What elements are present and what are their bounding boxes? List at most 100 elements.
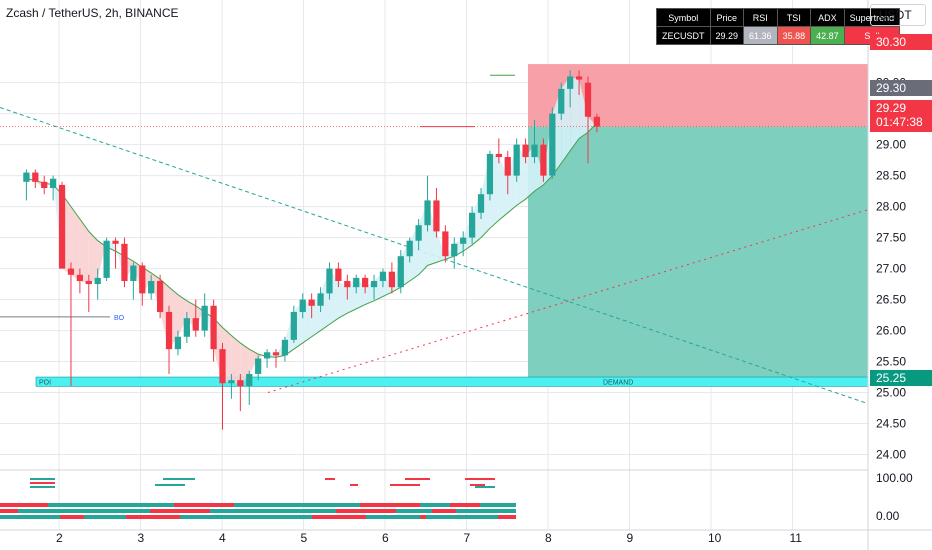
indicator-ribbon-cell — [420, 503, 426, 507]
candle-body — [379, 271, 387, 281]
indicator-ribbon-cell — [342, 503, 348, 507]
indicator-ribbon-cell — [294, 509, 300, 513]
indicator-ribbon-cell — [36, 515, 42, 519]
trend-cloud-segment — [231, 335, 241, 387]
candle-body — [451, 243, 458, 257]
indicator-ribbon-cell — [384, 503, 390, 507]
indicator-ribbon-cell — [294, 515, 300, 519]
indicator-ribbon-cell — [432, 515, 438, 519]
indicator-axis-label: 0.00 — [876, 509, 900, 523]
indicator-ribbon-cell — [204, 503, 210, 507]
candle-body — [549, 113, 556, 176]
indicator-ribbon-cell — [438, 515, 444, 519]
time-axis-label: 3 — [138, 531, 145, 545]
indicator-ribbon-cell — [6, 515, 12, 519]
indicator-ribbon-cell — [144, 515, 150, 519]
price-axis-label: 24.50 — [876, 417, 906, 431]
indicator-signal-dash — [475, 486, 495, 488]
indicator-ribbon-cell — [228, 503, 234, 507]
indicator-ribbon-cell — [174, 509, 180, 513]
indicator-ribbon-cell — [30, 509, 36, 513]
indicator-ribbon-cell — [456, 509, 462, 513]
candle-body — [567, 76, 574, 89]
price-axis-label: 25.00 — [876, 386, 906, 400]
indicator-ribbon-cell — [306, 503, 312, 507]
indicator-ribbon-cell — [456, 503, 462, 507]
indicator-ribbon-cell — [330, 509, 336, 513]
candle-body — [272, 352, 280, 356]
indicator-ribbon-cell — [492, 515, 498, 519]
indicator-ribbon-cell — [378, 509, 384, 513]
time-axis-label: 4 — [219, 531, 226, 545]
indicator-ribbon-cell — [54, 509, 60, 513]
indicator-ribbon-cell — [150, 515, 156, 519]
candle-body — [255, 358, 262, 374]
indicator-ribbon-cell — [462, 503, 468, 507]
candle-body — [477, 194, 485, 213]
indicator-ribbon-cell — [498, 515, 504, 519]
indicator-ribbon-cell — [306, 509, 312, 513]
candle-body — [94, 277, 101, 285]
indicator-ribbon-cell — [174, 503, 180, 507]
candle-body — [513, 144, 520, 176]
indicator-ribbon-cell — [270, 509, 276, 513]
candle-body — [103, 240, 110, 278]
chart-title: Zcash / TetherUS, 2h, BINANCE — [6, 6, 179, 20]
indicator-header-adx: ADX — [810, 8, 845, 27]
indicator-ribbon-cell — [18, 509, 24, 513]
indicator-ribbon-cell — [408, 509, 414, 513]
indicator-ribbon-cell — [258, 509, 264, 513]
indicator-ribbon-cell — [216, 515, 222, 519]
indicator-ribbon-cell — [222, 509, 228, 513]
indicator-ribbon-cell — [42, 509, 48, 513]
indicator-ribbon-cell — [462, 515, 468, 519]
indicator-ribbon-cell — [396, 509, 402, 513]
candle-body — [299, 299, 306, 312]
indicator-ribbon-cell — [216, 503, 222, 507]
indicator-ribbon-cell — [66, 509, 72, 513]
indicator-ribbon-cell — [60, 503, 66, 507]
indicator-ribbon-cell — [138, 515, 144, 519]
indicator-signal-dash — [350, 484, 358, 486]
candle-body — [362, 277, 369, 288]
candle-body — [504, 157, 511, 176]
indicator-ribbon-cell — [168, 509, 174, 513]
indicator-ribbon-cell — [156, 503, 162, 507]
candle-body — [486, 153, 494, 195]
candle-body — [85, 280, 92, 285]
indicator-ribbon-cell — [348, 503, 354, 507]
indicator-signal-dash — [465, 478, 495, 480]
indicator-ribbon-cell — [126, 503, 132, 507]
poi-label: POI — [39, 379, 51, 386]
indicator-ribbon-cell — [204, 509, 210, 513]
indicator-ribbon-cell — [252, 515, 258, 519]
trend-cloud-segment — [570, 76, 580, 151]
trend-cloud-segment — [587, 116, 597, 133]
indicator-signal-dash — [470, 484, 485, 486]
indicator-ribbon-cell — [444, 509, 450, 513]
candle-body — [468, 212, 476, 238]
indicator-ribbon-cell — [180, 503, 186, 507]
indicator-ribbon-cell — [126, 509, 132, 513]
indicator-ribbon-cell — [198, 503, 204, 507]
indicator-ribbon-cell — [282, 503, 288, 507]
indicator-ribbon-cell — [6, 509, 12, 513]
indicator-ribbon-cell — [336, 509, 342, 513]
candle-body — [290, 311, 297, 340]
indicator-ribbon-cell — [288, 515, 294, 519]
indicator-ribbon-cell — [162, 515, 168, 519]
indicator-ribbon-cell — [264, 503, 270, 507]
candle-body — [32, 172, 39, 182]
indicator-ribbon-cell — [210, 515, 216, 519]
indicator-ribbon-cell — [78, 503, 84, 507]
indicator-ribbon-cell — [270, 515, 276, 519]
target-price-tag: 25.25 — [870, 370, 932, 386]
indicator-ribbon-cell — [66, 503, 72, 507]
indicator-ribbon-cell — [342, 509, 348, 513]
indicator-ribbon-cell — [210, 503, 216, 507]
candle-body — [237, 380, 244, 387]
indicator-ribbon-cell — [90, 509, 96, 513]
indicator-ribbon-cell — [36, 503, 42, 507]
currency-unit-button[interactable]: USDT — [870, 4, 926, 26]
